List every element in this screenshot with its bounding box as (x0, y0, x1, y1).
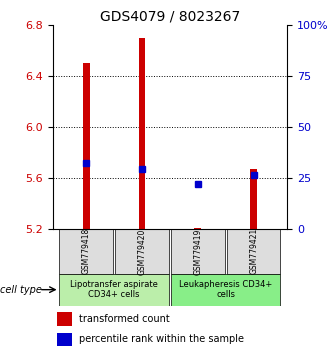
Bar (57, 332, 72, 346)
Text: GSM779419: GSM779419 (193, 228, 202, 275)
Title: GDS4079 / 8023267: GDS4079 / 8023267 (100, 10, 240, 24)
Bar (171, 274, 280, 306)
Bar (171, 229, 225, 274)
Text: GSM779421: GSM779421 (249, 228, 258, 274)
Bar (59, 229, 113, 274)
Text: GSM779418: GSM779418 (82, 228, 91, 274)
Bar (227, 229, 280, 274)
Text: GSM779420: GSM779420 (138, 228, 147, 275)
Bar (115, 229, 169, 274)
Text: percentile rank within the sample: percentile rank within the sample (79, 334, 244, 344)
Bar (250, 169, 257, 229)
Text: cell type: cell type (0, 285, 42, 295)
Bar (59, 274, 169, 306)
Text: Leukapheresis CD34+
cells: Leukapheresis CD34+ cells (179, 280, 272, 299)
Text: transformed count: transformed count (79, 314, 169, 324)
Bar (139, 38, 146, 229)
Text: Lipotransfer aspirate
CD34+ cells: Lipotransfer aspirate CD34+ cells (70, 280, 158, 299)
Bar (83, 63, 90, 229)
Bar (57, 313, 72, 326)
Bar (194, 228, 201, 230)
